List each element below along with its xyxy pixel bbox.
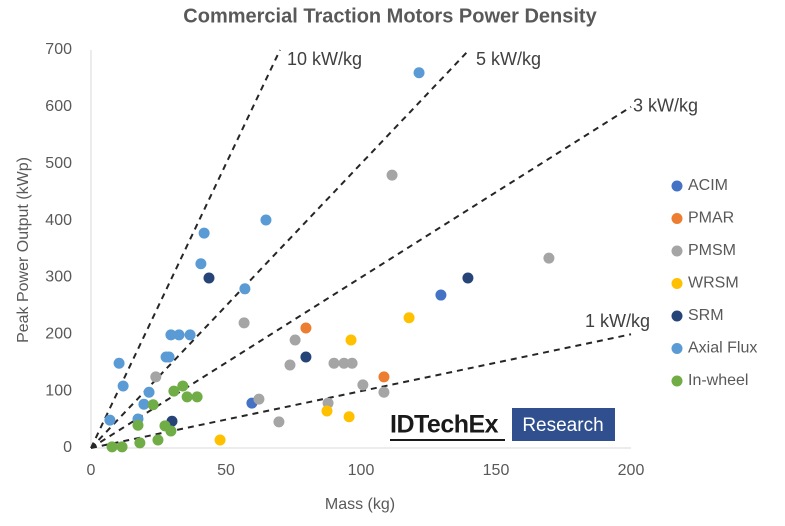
point: [163, 351, 175, 363]
point: [386, 169, 398, 181]
x-tick-label: 0: [87, 462, 96, 479]
point: [150, 371, 162, 383]
legend-label: In-wheel: [688, 372, 748, 389]
legend-marker: [671, 245, 683, 257]
reference-line: [90, 333, 632, 449]
point: [143, 386, 155, 398]
point: [165, 329, 177, 341]
y-tick-label: 600: [45, 98, 72, 115]
point: [273, 416, 285, 428]
point: [106, 441, 118, 453]
point: [345, 334, 357, 346]
point: [152, 434, 164, 446]
legend-marker: [671, 343, 683, 354]
point: [284, 359, 296, 371]
y-tick-label: 100: [45, 382, 72, 399]
x-tick-label: 200: [618, 462, 645, 479]
y-tick-label: 500: [45, 155, 72, 172]
point: [378, 386, 390, 398]
point: [113, 357, 125, 369]
point: [147, 399, 159, 411]
reference-line: [90, 106, 632, 449]
logo-tag: Research: [522, 415, 603, 436]
logo-box: [512, 408, 615, 441]
reference-label: 10 kW/kg: [287, 49, 362, 69]
legend-label: ACIM: [688, 177, 728, 194]
point: [165, 425, 177, 437]
y-tick-label: 300: [45, 269, 72, 286]
legend-marker: [671, 213, 683, 224]
reference-label: 1 kW/kg: [585, 311, 650, 331]
point: [198, 227, 210, 239]
point: [138, 398, 150, 410]
point: [403, 312, 415, 324]
point: [300, 322, 312, 334]
point: [289, 334, 301, 346]
point: [413, 67, 425, 79]
y-tick-label: 200: [45, 326, 72, 343]
point: [168, 385, 180, 397]
legend-label: PMAR: [688, 210, 734, 227]
x-axis-label: Mass (kg): [325, 496, 395, 513]
point: [104, 414, 116, 426]
point: [462, 272, 474, 284]
point: [378, 371, 390, 383]
legend-label: PMSM: [688, 242, 736, 259]
point: [203, 272, 215, 284]
point: [338, 357, 350, 369]
x-tick-label: 50: [217, 462, 235, 479]
point: [116, 441, 128, 453]
point: [184, 329, 196, 341]
x-tick-label: 100: [348, 462, 375, 479]
legend-marker: [671, 310, 683, 322]
reference-line: [90, 49, 281, 449]
legend-label: Axial Flux: [688, 340, 757, 357]
y-tick-label: 700: [45, 41, 72, 58]
legend-marker: [671, 375, 683, 387]
point: [435, 289, 447, 301]
point: [173, 329, 185, 341]
point: [132, 419, 144, 431]
point: [181, 391, 193, 403]
legend-label: WRSM: [688, 275, 739, 292]
point: [328, 357, 340, 369]
point: [357, 379, 369, 391]
chart-title: Commercial Traction Motors Power Density: [183, 5, 597, 27]
point: [253, 393, 265, 405]
point: [346, 357, 358, 369]
point: [239, 283, 251, 295]
point: [214, 434, 226, 446]
logo: IDTechEx Research: [390, 408, 615, 441]
legend-marker: [671, 180, 683, 192]
point: [260, 214, 272, 226]
legend-marker: [671, 278, 683, 289]
point: [321, 405, 333, 417]
logo-text: IDTechEx: [390, 411, 499, 439]
legend-label: SRM: [688, 307, 724, 324]
point: [343, 411, 355, 423]
point: [177, 380, 189, 392]
x-tick-label: 150: [483, 462, 510, 479]
point: [300, 351, 312, 363]
point: [238, 317, 250, 329]
point: [134, 437, 146, 449]
point: [191, 391, 203, 403]
point: [117, 380, 129, 392]
y-tick-label: 400: [45, 212, 72, 229]
reference-label: 5 kW/kg: [476, 49, 541, 69]
point: [543, 252, 555, 264]
y-tick-label: 0: [63, 439, 72, 456]
y-axis-label: Peak Power Output (kWp): [15, 157, 32, 343]
reference-label: 3 kW/kg: [633, 96, 698, 116]
point: [195, 258, 207, 270]
